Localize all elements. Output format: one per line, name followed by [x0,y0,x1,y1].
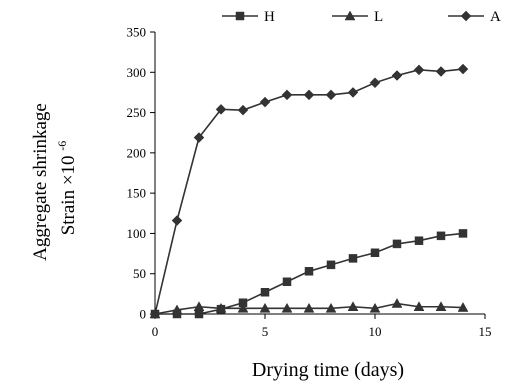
legend-item-h: H [222,9,275,25]
triangle-marker [215,302,227,313]
square-marker [326,260,336,270]
triangle-marker [281,302,293,313]
triangle-marker [347,301,359,311]
diamond-marker [171,215,183,226]
triangle-marker [259,302,271,313]
legend-label: A [490,9,501,25]
triangle-marker [344,10,356,21]
triangle-marker [171,304,183,315]
legend-item-a: A [448,9,501,25]
diamond-marker [369,77,381,89]
square-marker [392,239,402,249]
y-axis-ticks: 0 50 100 150 200 250 300 350 [127,25,155,322]
square-marker [348,254,358,263]
diamond-marker [237,104,249,116]
axes [154,32,485,315]
diamond-marker [457,63,469,75]
x-tick-label: 5 [262,324,269,339]
triangle-marker [435,301,447,311]
diamond-marker [215,103,227,115]
diamond-marker [413,64,425,76]
series-h [150,229,468,319]
y-tick-label: 200 [127,145,147,160]
diamond-marker [325,89,337,101]
square-marker [458,229,468,238]
x-tick-label: 10 [369,324,382,339]
series-a [149,63,469,320]
legend-label: H [264,9,275,25]
y-tick-label: 150 [127,186,147,201]
x-tick-label: 0 [152,324,159,339]
y-axis-title-line-2: Strain ×10 -6 [55,141,79,236]
y-tick-label: 350 [127,25,147,40]
square-marker [414,236,424,245]
square-marker [282,277,292,287]
square-marker [370,248,380,258]
square-marker [260,287,270,297]
triangle-marker [413,301,425,311]
y-tick-label: 100 [127,226,147,241]
diamond-marker [259,96,271,108]
diamond-marker [149,308,161,320]
y-tick-label: 0 [140,307,147,322]
diamond-marker [460,10,472,22]
diamond-marker [281,89,293,101]
diamond-marker [435,66,447,77]
triangle-marker [303,302,315,313]
square-marker [304,267,314,276]
diamond-marker [193,132,205,143]
y-axis-title-unit: Strain ×10 [58,155,79,235]
series-group [149,63,469,320]
triangle-marker [193,301,205,311]
x-tick-label: 15 [479,324,492,339]
triangle-marker [457,302,469,312]
diamond-marker [347,87,359,98]
diamond-marker [391,70,403,81]
y-axis-title-exponent: -6 [55,141,69,151]
triangle-marker [325,302,337,313]
legend-item-l: L [332,9,383,25]
diamond-marker [303,89,315,101]
y-tick-label: 300 [127,65,147,80]
y-tick-label: 250 [127,105,147,120]
x-axis-title: Drying time (days) [252,359,404,381]
y-axis-title-line-1: Aggregate shrinkage [30,103,51,261]
triangle-marker [391,298,403,308]
y-axis-title: Aggregate shrinkage Strain ×10 -6 [30,103,79,261]
x-axis-ticks: 0 5 10 15 [152,314,492,339]
y-tick-label: 50 [133,266,146,281]
legend-label: L [374,9,383,25]
triangle-marker [237,302,249,313]
series-line-a [154,68,464,315]
square-marker [194,309,204,319]
triangle-marker [369,302,381,313]
square-marker [235,11,245,21]
square-marker [436,231,446,241]
